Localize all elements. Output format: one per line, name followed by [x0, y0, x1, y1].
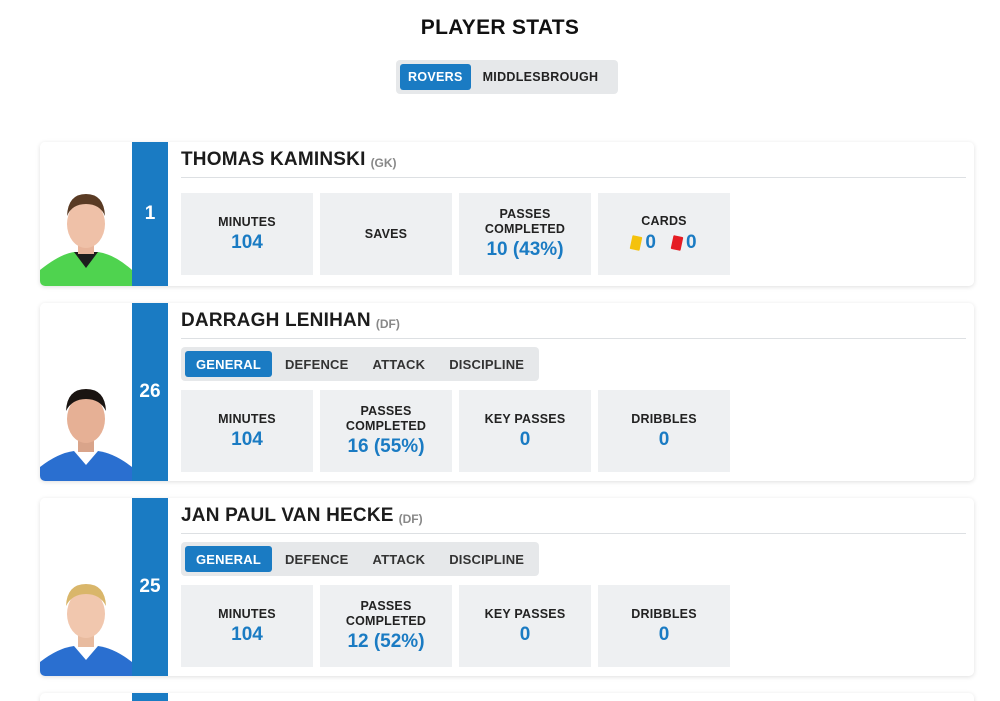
stat-label: PASSES COMPLETED [345, 404, 427, 433]
player-photo [40, 142, 132, 286]
team-toggle: ROVERS MIDDLESBROUGH [396, 60, 618, 94]
shirt-number: 26 [132, 303, 168, 481]
stat-label: MINUTES [218, 214, 276, 229]
stat-minutes: MINUTES 104 [181, 193, 313, 275]
stat-label: DRIBBLES [631, 411, 697, 426]
player-card-next [40, 693, 974, 701]
yellow-card-icon [630, 235, 643, 251]
team-tab-middlesbrough[interactable]: MIDDLESBROUGH [482, 70, 599, 84]
player-position: (GK) [370, 156, 397, 170]
stat-category-tabs: GENERAL DEFENCE ATTACK DISCIPLINE [181, 347, 540, 381]
player-photo [40, 498, 132, 676]
player-photo [40, 303, 132, 481]
stats-row: MINUTES 104 SAVES PASSES COMPLETED 10 (4… [181, 193, 966, 275]
player-name: DARRAGH LENIHAN [181, 310, 371, 331]
stat-value: 104 [231, 623, 263, 645]
stat-passes-completed: PASSES COMPLETED 16 (55%) [320, 390, 452, 472]
stat-minutes: MINUTES 104 [181, 585, 313, 667]
stat-label: SAVES [364, 226, 408, 241]
stat-minutes: MINUTES 104 [181, 390, 313, 472]
shirt-number: 1 [132, 142, 168, 286]
shirt-number: 25 [132, 498, 168, 676]
tab-discipline[interactable]: DISCIPLINE [449, 356, 525, 372]
player-name-row: DARRAGH LENIHAN (DF) [181, 303, 966, 339]
stats-row: MINUTES 104 PASSES COMPLETED 12 (52%) KE… [181, 585, 966, 667]
stat-value: 0 [658, 623, 670, 645]
player-name: THOMAS KAMINSKI [181, 149, 366, 170]
stat-value: 0 [658, 428, 670, 450]
stat-value: 0 [519, 623, 531, 645]
tab-general[interactable]: GENERAL [185, 546, 272, 572]
stat-label: PASSES COMPLETED [345, 599, 427, 628]
player-card-lenihan: 26 DARRAGH LENIHAN (DF) GENERAL DEFENCE … [40, 303, 974, 481]
stat-value: 16 (55%) [347, 436, 425, 457]
stat-label: MINUTES [218, 411, 276, 426]
red-card-count: 0 [686, 232, 697, 253]
stat-label: CARDS [641, 214, 687, 228]
page-title: PLAYER STATS [420, 16, 580, 39]
stat-dribbles: DRIBBLES 0 [598, 585, 730, 667]
stat-label: KEY PASSES [484, 411, 566, 426]
stat-label: DRIBBLES [631, 606, 697, 621]
stat-cards: CARDS 0 0 [598, 193, 730, 275]
stat-value: 12 (52%) [347, 631, 425, 652]
player-card-van-hecke: 25 JAN PAUL VAN HECKE (DF) GENERAL DEFEN… [40, 498, 974, 676]
yellow-card-count: 0 [645, 232, 656, 253]
stat-label: MINUTES [218, 606, 276, 621]
tab-discipline[interactable]: DISCIPLINE [449, 551, 525, 567]
red-card-icon [670, 235, 684, 251]
player-position: (DF) [375, 317, 400, 331]
tab-attack[interactable]: ATTACK [372, 551, 426, 567]
player-position: (DF) [398, 512, 423, 526]
player-name-row: THOMAS KAMINSKI (GK) [181, 142, 966, 178]
player-card-kaminski: 1 THOMAS KAMINSKI (GK) MINUTES 104 SAVES… [40, 142, 974, 286]
stat-label: PASSES COMPLETED [484, 207, 566, 236]
tab-defence[interactable]: DEFENCE [284, 551, 349, 567]
stat-value: 10 (43%) [486, 239, 564, 260]
stat-label: KEY PASSES [484, 606, 566, 621]
shirt-number-strip [132, 693, 168, 701]
player-name-row: JAN PAUL VAN HECKE (DF) [181, 498, 966, 534]
stat-saves: SAVES [320, 193, 452, 275]
tab-general[interactable]: GENERAL [185, 351, 272, 377]
tab-attack[interactable]: ATTACK [372, 356, 426, 372]
tab-defence[interactable]: DEFENCE [284, 356, 349, 372]
stat-passes-completed: PASSES COMPLETED 10 (43%) [459, 193, 591, 275]
stat-passes-completed: PASSES COMPLETED 12 (52%) [320, 585, 452, 667]
stat-value: 0 [519, 428, 531, 450]
stat-value: 104 [231, 231, 263, 253]
stat-key-passes: KEY PASSES 0 [459, 585, 591, 667]
stat-value: 104 [231, 428, 263, 450]
team-tab-rovers[interactable]: ROVERS [400, 64, 471, 90]
stats-row: MINUTES 104 PASSES COMPLETED 16 (55%) KE… [181, 390, 966, 472]
stat-key-passes: KEY PASSES 0 [459, 390, 591, 472]
stat-dribbles: DRIBBLES 0 [598, 390, 730, 472]
stat-category-tabs: GENERAL DEFENCE ATTACK DISCIPLINE [181, 542, 540, 576]
player-name: JAN PAUL VAN HECKE [181, 505, 394, 526]
